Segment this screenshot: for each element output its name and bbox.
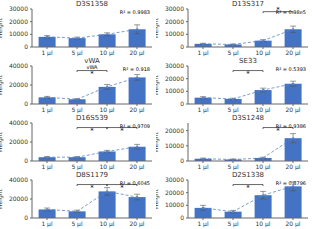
svg-text:30000: 30000 bbox=[165, 5, 184, 12]
svg-text:5 µl: 5 µl bbox=[227, 220, 239, 228]
svg-text:5 µl: 5 µl bbox=[227, 163, 239, 171]
svg-text:20 µl: 20 µl bbox=[285, 220, 300, 228]
svg-text:1 µl: 1 µl bbox=[41, 49, 53, 57]
svg-text:10 µl: 10 µl bbox=[255, 49, 270, 57]
svg-text:1 µl: 1 µl bbox=[197, 220, 209, 228]
svg-text:5 µl: 5 µl bbox=[227, 106, 239, 114]
svg-text:20000: 20000 bbox=[165, 127, 184, 134]
svg-text:20 µl: 20 µl bbox=[129, 220, 144, 228]
svg-text:10000: 10000 bbox=[165, 142, 184, 149]
svg-text:0: 0 bbox=[24, 214, 28, 221]
svg-text:20000: 20000 bbox=[9, 138, 28, 145]
svg-text:20 µl: 20 µl bbox=[285, 163, 300, 171]
svg-text:20000: 20000 bbox=[165, 75, 184, 82]
svg-text:30000: 30000 bbox=[165, 176, 184, 183]
svg-text:*: * bbox=[90, 70, 94, 78]
svg-text:*: * bbox=[276, 6, 280, 14]
svg-text:30000: 30000 bbox=[9, 5, 28, 12]
svg-text:20000: 20000 bbox=[165, 189, 184, 196]
svg-text:10000: 10000 bbox=[165, 201, 184, 208]
svg-text:1 µl: 1 µl bbox=[197, 106, 209, 114]
svg-text:30000: 30000 bbox=[165, 62, 184, 69]
svg-text:1 µl: 1 µl bbox=[41, 163, 53, 171]
svg-text:10 µl: 10 µl bbox=[99, 49, 114, 57]
svg-text:10000: 10000 bbox=[165, 87, 184, 94]
svg-text:*: * bbox=[246, 70, 250, 78]
svg-text:Height: Height bbox=[156, 74, 160, 94]
svg-text:0: 0 bbox=[180, 214, 184, 221]
svg-text:5 µl: 5 µl bbox=[71, 106, 83, 114]
svg-text:40000: 40000 bbox=[9, 176, 28, 183]
svg-text:0: 0 bbox=[180, 157, 184, 164]
svg-text:40000: 40000 bbox=[9, 119, 28, 126]
svg-text:1 µl: 1 µl bbox=[41, 220, 53, 228]
svg-text:20 µl: 20 µl bbox=[129, 163, 144, 171]
svg-text:20000: 20000 bbox=[9, 18, 28, 25]
svg-text:Height: Height bbox=[156, 188, 160, 208]
svg-text:10 µl: 10 µl bbox=[99, 220, 114, 228]
svg-text:20000: 20000 bbox=[9, 195, 28, 202]
svg-text:20000: 20000 bbox=[165, 18, 184, 25]
svg-text:1 µl: 1 µl bbox=[197, 163, 209, 171]
svg-text:Height: Height bbox=[156, 131, 160, 151]
svg-text:10 µl: 10 µl bbox=[255, 220, 270, 228]
svg-text:vWA: vWA bbox=[86, 64, 98, 70]
svg-text:10 µl: 10 µl bbox=[99, 163, 114, 171]
svg-text:20 µl: 20 µl bbox=[129, 49, 144, 57]
svg-text:5 µl: 5 µl bbox=[71, 49, 83, 57]
svg-text:1 µl: 1 µl bbox=[41, 106, 53, 114]
svg-text:0: 0 bbox=[24, 43, 28, 50]
svg-text:*: * bbox=[90, 127, 94, 135]
svg-text:5 µl: 5 µl bbox=[227, 49, 239, 57]
svg-text:*: * bbox=[120, 127, 124, 135]
svg-text:40000: 40000 bbox=[9, 62, 28, 69]
svg-text:5 µl: 5 µl bbox=[71, 163, 83, 171]
svg-text:10 µl: 10 µl bbox=[99, 106, 114, 114]
svg-text:1 µl: 1 µl bbox=[197, 49, 209, 57]
svg-text:*: * bbox=[246, 184, 250, 192]
svg-text:0: 0 bbox=[180, 43, 184, 50]
svg-text:10000: 10000 bbox=[165, 30, 184, 37]
svg-text:*: * bbox=[90, 184, 94, 192]
svg-text:0: 0 bbox=[24, 157, 28, 164]
svg-text:10000: 10000 bbox=[9, 30, 28, 37]
svg-text:10 µl: 10 µl bbox=[255, 106, 270, 114]
svg-text:0: 0 bbox=[180, 100, 184, 107]
svg-text:Height: Height bbox=[156, 17, 160, 37]
svg-text:20 µl: 20 µl bbox=[129, 106, 144, 114]
svg-text:20 µl: 20 µl bbox=[285, 49, 300, 57]
svg-text:10 µl: 10 µl bbox=[255, 163, 270, 171]
svg-text:*: * bbox=[276, 127, 280, 135]
svg-text:*: * bbox=[120, 184, 124, 192]
svg-text:20000: 20000 bbox=[9, 81, 28, 88]
svg-text:20 µl: 20 µl bbox=[285, 106, 300, 114]
svg-text:0: 0 bbox=[24, 100, 28, 107]
svg-text:5 µl: 5 µl bbox=[71, 220, 83, 228]
